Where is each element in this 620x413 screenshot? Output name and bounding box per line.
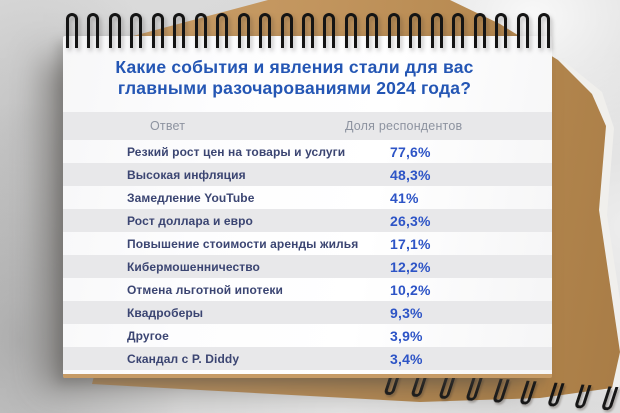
share-value: 48,3% [390,166,431,183]
coil-icon [473,13,486,48]
coil-icon [108,13,121,48]
table-row: Высокая инфляция 48,3% [63,163,552,186]
coil-icon [237,13,250,48]
spiral-binding-top [66,13,550,49]
table-row: Скандал с P. Diddy 3,4% [63,347,552,370]
table-row: Повышение стоимости аренды жилья 17,1% [63,232,552,255]
answer-label: Резкий рост цен на товары и услуги [127,144,346,159]
share-value: 17,1% [390,235,431,252]
share-value: 12,2% [390,258,431,275]
table-row: Отмена льготной ипотеки 10,2% [63,278,552,301]
answer-label: Повышение стоимости аренды жилья [127,236,359,251]
answer-label: Кибермошенничество [127,259,260,274]
table-row: Рост доллара и евро 26,3% [63,209,552,232]
coil-icon [366,13,379,48]
coil-icon [216,13,229,48]
survey-title: Какие события и явления стали для вас гл… [63,57,526,99]
header-answer: Ответ [150,119,186,133]
header-share: Доля респондентов [345,119,463,133]
coil-icon [151,13,164,48]
share-value: 3,4% [390,350,423,367]
table-row: Резкий рост цен на товары и услуги 77,6% [63,140,552,163]
answer-label: Скандал с P. Diddy [127,351,240,366]
coil-icon [437,375,456,400]
table-row: Другое 3,9% [63,324,552,347]
coil-icon [537,13,550,48]
coil-icon [495,13,508,48]
coil-icon [546,382,565,407]
coil-icon [280,13,293,48]
survey-title-line1: Какие события и явления стали для вас [115,57,474,77]
coil-icon [516,13,529,48]
answer-label: Другое [127,328,169,343]
answer-label: Квадроберы [127,305,204,320]
coil-icon [573,384,592,409]
answer-label: Рост доллара и евро [127,213,253,228]
coil-icon [409,13,422,48]
answer-label: Замедление YouTube [127,190,255,205]
coil-icon [430,13,443,48]
table-row: Кибермошенничество 12,2% [63,255,552,278]
table-header-row: Ответ Доля респондентов [63,112,552,140]
coil-icon [173,13,186,48]
survey-title-line2: главными разочарованиями 2024 года? [117,78,472,98]
share-value: 10,2% [390,281,431,298]
results-table: Ответ Доля респондентов Резкий рост цен … [63,112,552,370]
share-value: 77,6% [390,143,431,160]
coil-icon [87,13,100,48]
table-row: Замедление YouTube 41% [63,186,552,209]
coil-icon [519,380,537,405]
coil-icon [323,13,336,48]
coil-icon [130,13,143,48]
notepad-page: Какие события и явления стали для вас гл… [63,36,552,378]
coil-icon [259,13,272,48]
coil-icon [66,13,78,48]
share-value: 26,3% [390,212,431,229]
coil-icon [194,13,207,48]
coil-icon [344,13,357,48]
answer-label: Высокая инфляция [127,167,246,182]
coil-icon [387,13,400,48]
share-value: 41% [390,189,419,206]
coil-icon [301,13,314,48]
share-value: 3,9% [390,327,423,344]
coil-icon [464,376,483,402]
share-value: 9,3% [390,304,423,321]
coil-icon [492,378,510,404]
coil-icon [452,13,465,48]
answer-label: Отмена льготной ипотеки [127,282,283,297]
table-row: Квадроберы 9,3% [63,301,552,324]
